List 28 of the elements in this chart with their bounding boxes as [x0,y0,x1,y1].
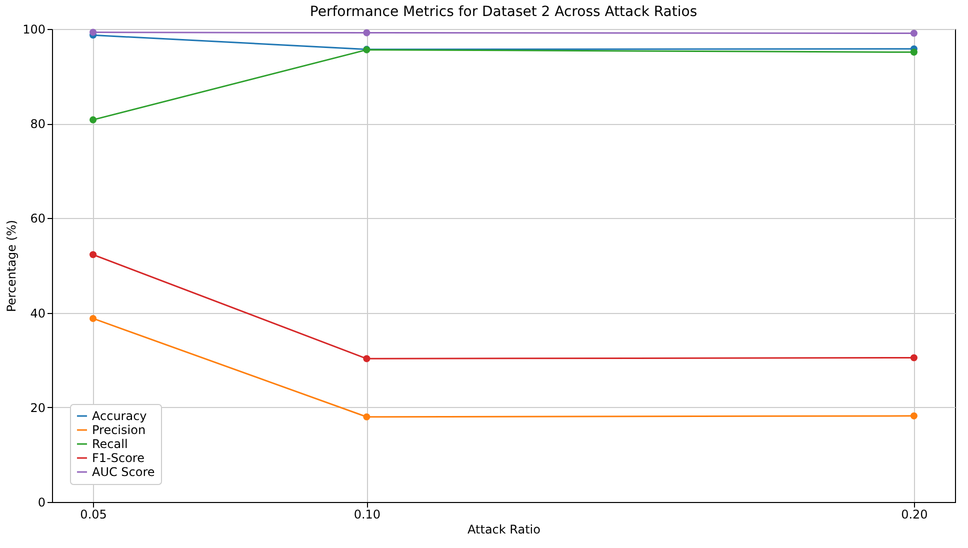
point [910,48,918,56]
x-axis-title: Attack Ratio [468,522,540,536]
y-tick-label: 60 [30,212,46,226]
point [90,116,97,124]
chart-title: Performance Metrics for Dataset 2 Across Attack Ratios [310,4,698,20]
y-tick-label: 80 [30,117,46,132]
y-tick-label: 0 [38,496,46,510]
legend-label: Accuracy [92,409,147,423]
point [910,354,918,362]
legend-label: AUC Score [92,465,155,479]
y-axis-title: Percentage (%) [4,220,19,312]
legend-label: Precision [92,423,146,437]
point [910,30,918,37]
legend-label: Recall [92,437,128,451]
legend-label: F1-Score [92,451,144,465]
y-tick-label: 100 [22,22,46,36]
point [363,413,370,420]
point [363,29,370,36]
x-tick-label: 0.20 [901,508,928,522]
point [90,314,97,322]
point [363,355,370,362]
y-tick-label: 20 [30,400,46,415]
x-tick-label: 0.10 [354,508,381,522]
point [90,28,97,36]
point [910,412,918,420]
x-tick-label: 0.05 [80,508,107,522]
point [90,251,97,258]
y-tick-label: 40 [30,306,46,320]
